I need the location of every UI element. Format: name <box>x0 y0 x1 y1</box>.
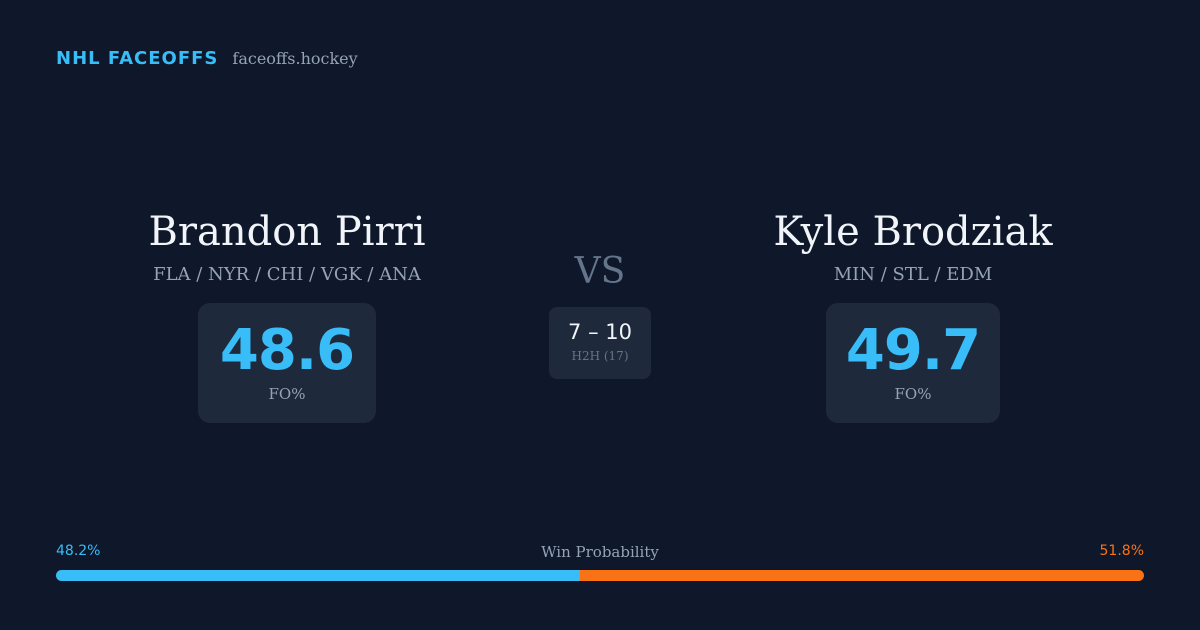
player-left-fo-label: FO% <box>268 385 306 403</box>
player-right: Kyle Brodziak MIN / STL / EDM 49.7 FO% <box>713 206 1113 423</box>
brand-header: NHL FACEOFFS faceoffs.hockey <box>56 48 358 69</box>
win-probability-bar-right <box>580 570 1144 581</box>
player-right-name: Kyle Brodziak <box>773 209 1053 255</box>
player-right-teams: MIN / STL / EDM <box>833 264 993 285</box>
brand-title: NHL FACEOFFS <box>56 48 219 69</box>
player-left-fo-card: 48.6 FO% <box>198 303 376 423</box>
win-probability-bar-left <box>56 570 581 581</box>
vs-label: VS <box>574 251 626 292</box>
win-probability-right: 51.8% <box>1099 543 1144 559</box>
player-right-fo-value: 49.7 <box>845 318 981 383</box>
h2h-label: H2H (17) <box>571 349 629 363</box>
h2h-score: 7 – 10 <box>568 320 632 344</box>
player-right-fo-label: FO% <box>894 385 932 403</box>
h2h-card: 7 – 10 H2H (17) <box>549 307 651 379</box>
player-left-teams: FLA / NYR / CHI / VGK / ANA <box>153 264 421 285</box>
player-left: Brandon Pirri FLA / NYR / CHI / VGK / AN… <box>87 206 487 423</box>
win-probability-title: Win Probability <box>541 543 659 561</box>
brand-site-url: faceoffs.hockey <box>232 49 358 68</box>
win-probability-labels: 48.2% Win Probability 51.8% <box>56 543 1144 563</box>
player-right-fo-card: 49.7 FO% <box>826 303 1000 423</box>
win-probability-left: 48.2% <box>56 543 101 559</box>
player-left-name: Brandon Pirri <box>148 209 426 255</box>
win-probability-bar <box>56 570 1144 581</box>
player-left-fo-value: 48.6 <box>219 318 355 383</box>
